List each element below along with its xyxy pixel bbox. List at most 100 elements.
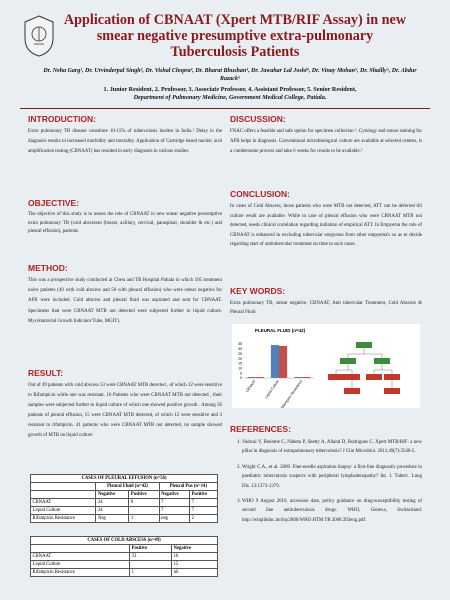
chart-title: PLEURAL FLUID (n=42) xyxy=(255,328,306,333)
column-header: Negative xyxy=(95,490,130,499)
section-text: This was a prospective study conducted a… xyxy=(28,278,222,324)
reference-item: Wright C.A., et al. 2009. Fine-needle as… xyxy=(242,463,422,491)
flow-box xyxy=(328,374,344,380)
section-heading: METHOD: xyxy=(28,263,68,273)
reference-list: Vadwai V, Boehme C, Nabeta P, Shetty A, … xyxy=(230,438,422,525)
table-cell: Liquid Culture xyxy=(29,506,97,515)
table-cell xyxy=(129,560,173,569)
y-tick-label: 0 xyxy=(240,376,242,380)
table-title: CASES OF PLEURAL EFFUSION (n=56) xyxy=(30,474,218,483)
flow-box xyxy=(344,388,360,394)
affiliation-line: 1. Junior Resident, 2. Professor, 3. Ass… xyxy=(103,86,357,93)
bar xyxy=(279,345,288,378)
section-text: FNAC offers a feasible and safe option f… xyxy=(230,129,422,155)
authors: Dr. Neha Garg¹, Dr. Urvinderpal Singh², … xyxy=(43,68,417,82)
table-cell: neg xyxy=(158,514,191,523)
bar xyxy=(294,377,303,378)
table-cell: 16 xyxy=(171,552,218,561)
bar xyxy=(255,377,264,378)
bar xyxy=(302,377,311,378)
column-header: Positive xyxy=(129,544,173,553)
flow-box xyxy=(356,342,372,348)
table-cell: 33 xyxy=(129,552,173,561)
section-heading: OBJECTIVE: xyxy=(28,198,80,208)
empty-cell xyxy=(29,482,97,491)
flow-box xyxy=(384,374,400,380)
table-cell: Rifampicin Resistance xyxy=(29,568,131,577)
bar xyxy=(270,344,279,378)
table-cell: 7 xyxy=(158,498,191,507)
table-cell xyxy=(128,506,160,515)
section: CONCLUSION: In cases of Cold Abscess, tho… xyxy=(230,189,422,250)
flow-connector xyxy=(335,348,393,388)
header-row: Positive Negative xyxy=(29,544,218,553)
references: REFERENCES: Vadwai V, Boehme C, Nabeta P,… xyxy=(230,424,422,531)
table-row: CBNAAT 34 8 7 7 xyxy=(29,498,218,507)
section: KEY WORDS: Extra pulmonary TB, smear nega… xyxy=(230,286,422,318)
table-cell: Rifampicin Resistance xyxy=(29,514,97,523)
bar xyxy=(247,377,256,378)
column-header: Negative xyxy=(171,544,218,553)
department: Department of Pulmonary Medicine, Govern… xyxy=(133,94,327,101)
table-cell: 7 xyxy=(189,498,218,507)
table-cell: 15 xyxy=(171,560,218,569)
flow-box xyxy=(374,358,390,364)
y-tick-label: 15 xyxy=(238,362,242,366)
flow-box xyxy=(384,388,400,394)
section-heading: REFERENCES: xyxy=(230,424,291,434)
section-text: In cases of Cold Abscess, those patients… xyxy=(230,204,422,248)
table-row: Liquid Culture 15 xyxy=(29,560,218,569)
column-header: Negative xyxy=(158,490,191,499)
section-text: The objective of this study is to assess… xyxy=(28,212,222,235)
table-cell: 8 xyxy=(128,498,160,507)
table-cell: 34 xyxy=(95,506,130,515)
affiliations: 1. Junior Resident, 2. Professor, 3. Ass… xyxy=(40,86,420,102)
section-heading: RESULT: xyxy=(28,368,64,378)
group-row: Pleural Fluid (n=42) Pleural Pus (n=14) xyxy=(29,482,219,491)
table-row: Rifampicin Resistance 1 nil xyxy=(29,568,218,577)
table-cell: 1 xyxy=(128,514,160,523)
table-cell: 1 xyxy=(129,568,173,577)
table-cell: CBNAAT xyxy=(29,552,131,561)
y-tick-label: 20 xyxy=(238,357,242,361)
column-header: Positive xyxy=(189,490,218,499)
table-cell: nil xyxy=(171,568,218,577)
x-tick-label: CBNAAT xyxy=(245,379,257,393)
table-cell: 2 xyxy=(189,514,218,523)
table-cell: 7 xyxy=(158,506,191,515)
y-tick-label: 35 xyxy=(238,342,242,346)
table-cell: CBNAAT xyxy=(29,498,97,507)
section-heading: KEY WORDS: xyxy=(230,286,286,296)
y-tick-label: 30 xyxy=(238,347,242,351)
section: DISCUSSION: FNAC offers a feasible and sa… xyxy=(230,114,422,158)
empty-cell xyxy=(29,544,131,553)
section-text: Extra pulmonary TB disease constitute 10… xyxy=(28,129,222,155)
header-row: Negative Positive Negative Positive xyxy=(29,490,218,499)
section: RESULT: Out of 49 patients with cold absc… xyxy=(28,368,222,442)
y-tick-label: 5 xyxy=(240,371,242,375)
section-text: Extra pulmonary TB, smear negative, CBNA… xyxy=(230,301,422,316)
table-cell: Neg xyxy=(95,514,130,523)
y-tick-label: 10 xyxy=(238,366,242,370)
table-row: Liquid Culture 34 7 7 xyxy=(29,506,218,515)
section: METHOD: This was a prospective study cond… xyxy=(28,263,222,327)
table-cell: 7 xyxy=(189,506,218,515)
y-tick-label: 25 xyxy=(238,352,242,356)
table-title-row: CASES OF PLEURAL EFFUSION (n=56) xyxy=(30,474,218,483)
section-heading: INTRODUCTION: xyxy=(28,114,96,124)
section-text: Out of 49 patients with cold abscess 33 … xyxy=(28,383,222,439)
table-cell: 34 xyxy=(95,498,130,507)
group-header: Pleural Fluid (n=42) xyxy=(95,482,160,491)
section: OBJECTIVE: The objective of this study is… xyxy=(28,198,222,237)
group-header: Pleural Pus (n=14) xyxy=(158,482,219,491)
reference-item: WHO 9 August 2010, accession date, polic… xyxy=(242,497,422,525)
table-row: Rifampicin Resistance Neg 1 neg 2 xyxy=(29,514,218,523)
data-table: CASES OF COLD ABSCESS (n=49) Positive Nega… xyxy=(29,536,218,577)
x-tick-label: Rifampicin Resistance xyxy=(280,379,303,408)
section: INTRODUCTION: Extra pulmonary TB disease … xyxy=(28,114,222,158)
flow-box xyxy=(366,374,382,380)
flow-box xyxy=(340,358,356,364)
divider xyxy=(20,108,430,109)
